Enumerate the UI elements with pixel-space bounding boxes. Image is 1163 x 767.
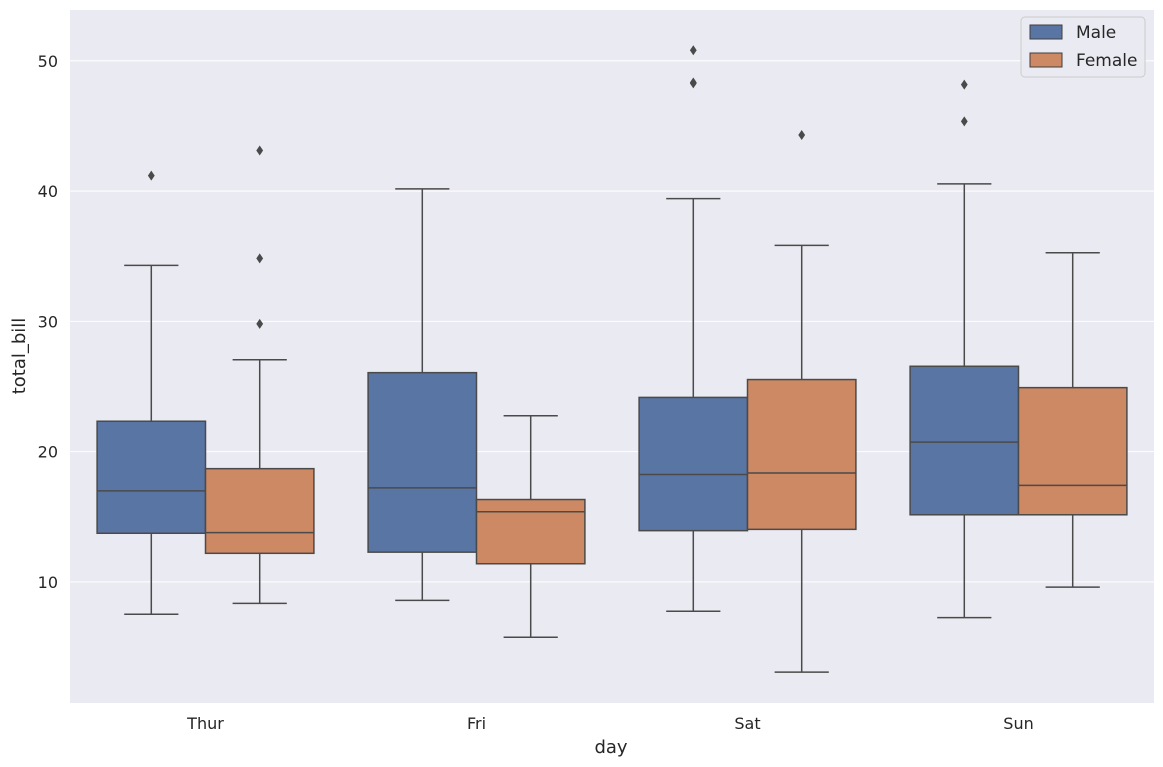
x-tick-label: Sat	[734, 714, 760, 733]
box-female	[204, 467, 315, 555]
x-tick-label: Thur	[186, 714, 224, 733]
box-female	[1017, 386, 1128, 516]
legend-label-female: Female	[1076, 51, 1137, 71]
outlier-point	[256, 318, 264, 329]
outlier-point	[689, 77, 697, 88]
y-axis-title: total_bill	[9, 318, 30, 395]
outlier-point	[798, 130, 806, 141]
y-tick-labels: 10 20 30 40 50	[38, 52, 58, 592]
legend-swatch-male	[1029, 24, 1063, 40]
box-male	[909, 365, 1020, 516]
x-axis-title: day	[594, 737, 627, 758]
y-tick-label: 10	[38, 573, 58, 592]
box-male	[638, 396, 749, 532]
plot-background	[70, 10, 1154, 703]
legend: Male Female	[1020, 16, 1146, 78]
outlier-point	[689, 45, 697, 56]
legend-label-male: Male	[1076, 23, 1116, 43]
outlier-point	[256, 253, 264, 264]
box-male	[96, 420, 207, 535]
y-tick-label: 20	[38, 443, 58, 462]
box-group	[96, 45, 1128, 673]
outlier-point	[960, 79, 968, 90]
y-tick-label: 30	[38, 312, 58, 331]
box-female	[746, 378, 857, 531]
x-tick-labels: Thur Fri Sat Sun	[186, 714, 1034, 733]
outlier-point	[256, 145, 264, 156]
legend-swatch-female	[1029, 52, 1063, 68]
y-tick-label: 50	[38, 52, 58, 71]
outlier-point	[147, 170, 155, 181]
box-male	[367, 371, 478, 553]
box-female	[475, 498, 586, 565]
outlier-point	[960, 116, 968, 127]
x-tick-label: Fri	[467, 714, 486, 733]
y-tick-label: 40	[38, 182, 58, 201]
x-tick-label: Sun	[1003, 714, 1033, 733]
